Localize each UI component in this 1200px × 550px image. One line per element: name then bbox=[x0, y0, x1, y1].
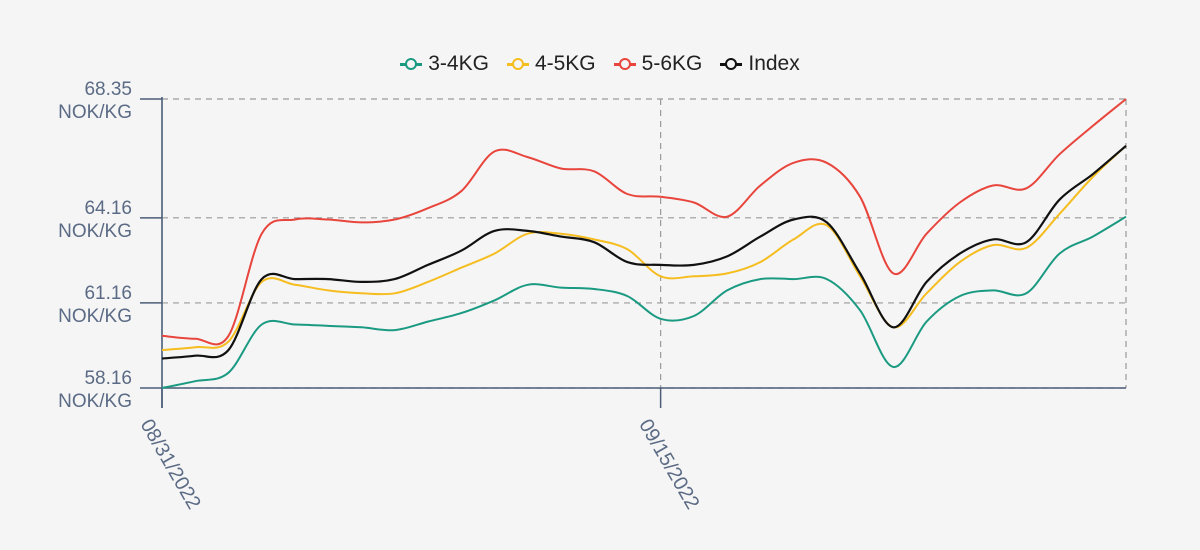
legend-item[interactable]: 3-4KG bbox=[400, 52, 489, 76]
y-tick-unit: NOK/KG bbox=[58, 221, 132, 242]
legend: 3-4KG 4-5KG 5-6KG Index bbox=[0, 52, 1200, 76]
y-tick-label: 64.16 bbox=[84, 198, 132, 219]
x-tick-label: 09/15/2022 bbox=[634, 416, 703, 514]
series-line-index bbox=[161, 144, 1127, 360]
legend-label: 3-4KG bbox=[428, 52, 489, 75]
legend-item[interactable]: 4-5KG bbox=[506, 52, 596, 76]
y-tick-label: 68.35 bbox=[84, 79, 132, 100]
y-tick-unit: NOK/KG bbox=[58, 391, 132, 412]
legend-swatch-icon bbox=[720, 57, 743, 71]
legend-label: 4-5KG bbox=[534, 52, 596, 75]
legend-item[interactable]: Index bbox=[720, 52, 800, 76]
series-line-5-6kg bbox=[161, 98, 1127, 346]
series-line-3-4kg bbox=[161, 215, 1127, 389]
y-tick-label: 61.16 bbox=[84, 283, 132, 304]
x-axis-ticks: 08/31/2022 09/15/2022 bbox=[136, 388, 703, 514]
axes bbox=[161, 97, 1126, 408]
y-axis-ticks: 58.16NOK/KG61.16NOK/KG64.16NOK/KG68.35NO… bbox=[58, 79, 162, 412]
legend-label: 5-6KG bbox=[641, 52, 703, 75]
legend-label: Index bbox=[748, 52, 800, 75]
y-tick-label: 58.16 bbox=[84, 368, 132, 389]
series-line-4-5kg bbox=[161, 145, 1127, 351]
legend-item[interactable]: 5-6KG bbox=[613, 52, 703, 76]
legend-swatch-icon bbox=[400, 57, 423, 71]
x-tick-label: 08/31/2022 bbox=[136, 416, 205, 514]
y-tick-unit: NOK/KG bbox=[58, 102, 132, 123]
legend-swatch-icon bbox=[506, 57, 529, 71]
legend-swatch-icon bbox=[613, 57, 636, 71]
series-lines bbox=[161, 98, 1127, 389]
y-tick-unit: NOK/KG bbox=[58, 306, 132, 327]
